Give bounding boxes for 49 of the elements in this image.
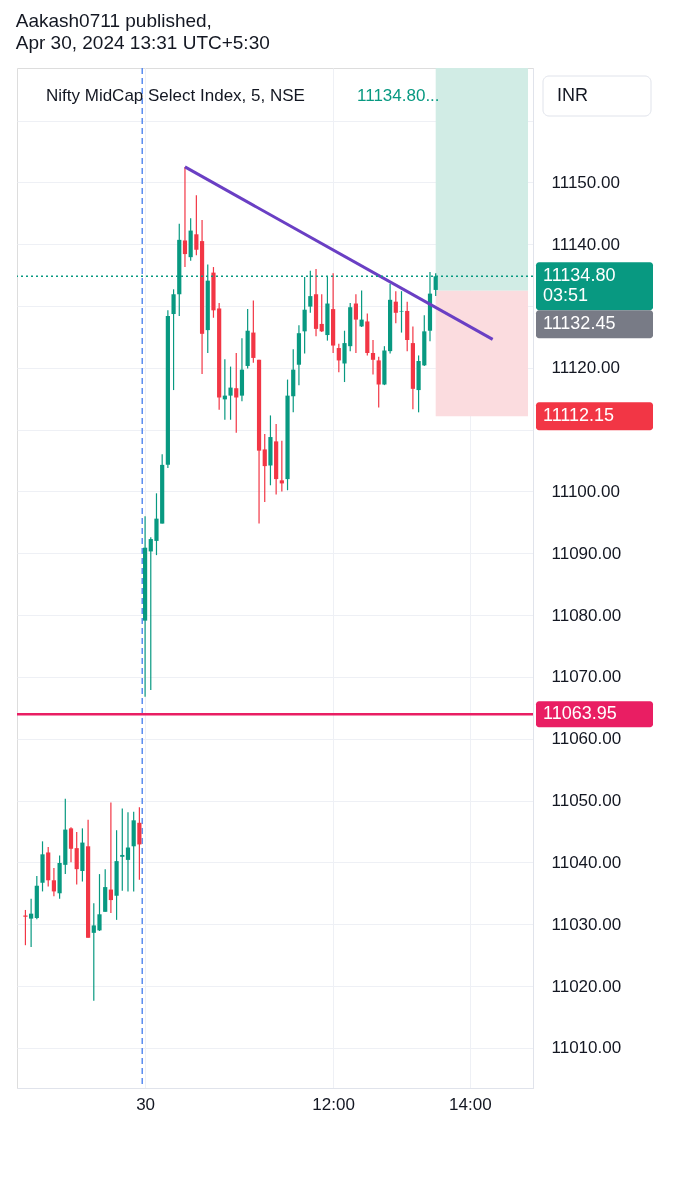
candlestick (108, 801, 113, 914)
candlestick (319, 293, 324, 333)
candlestick (336, 343, 341, 373)
candlestick (137, 806, 142, 881)
candlestick (234, 352, 239, 434)
candlestick (262, 433, 267, 503)
candlestick (125, 811, 131, 893)
y-tick-label: 11040.00 (551, 852, 622, 872)
candlestick (302, 276, 307, 355)
candlestick (29, 898, 34, 948)
candlestick (120, 807, 125, 892)
text: 03:51 (543, 285, 589, 306)
candlestick (353, 293, 359, 354)
y-tick-label: 11070.00 (551, 667, 622, 687)
y-tick-label: 11060.00 (551, 729, 622, 749)
ref-line-label: 11134.80 (543, 265, 616, 286)
x-tick-label: 14:00 (449, 1094, 492, 1114)
candlestick (171, 288, 176, 391)
y-tick-label: 11080.00 (551, 605, 622, 625)
candlestick (194, 194, 199, 256)
y-tick-label: 11010.00 (551, 1038, 622, 1058)
y-tick-label: 11120.00 (551, 358, 620, 378)
candlestick (370, 339, 376, 376)
y-tick-label: 11100.00 (551, 481, 620, 501)
candlestick (279, 440, 284, 493)
candlestick (74, 831, 79, 886)
candlestick (23, 909, 28, 946)
candlestick (399, 290, 404, 334)
candlestick (68, 826, 74, 863)
y-tick-label: 11150.00 (551, 172, 620, 192)
text: 11112.15 (543, 405, 615, 426)
x-tick-label: 30 (136, 1094, 156, 1114)
chart-subtitle: Apr 30, 2024 13:31 UTC+5:30 (15, 32, 270, 54)
candlestick (393, 290, 398, 324)
y-tick-label: 11030.00 (551, 914, 622, 934)
y-tick-label: 11140.00 (551, 234, 620, 254)
annotation: 11134.80... (357, 86, 440, 105)
y-tick-label: 11090.00 (551, 543, 622, 563)
text: 11132.45 (543, 313, 616, 334)
ref-line-label: 11063.95 (543, 703, 617, 724)
x-tick-label: 12:00 (312, 1094, 355, 1114)
candlestick (51, 867, 57, 897)
y-tick-label: 11050.00 (551, 791, 622, 811)
chart-title: Aakash0711 published, (15, 10, 212, 32)
annotation: Nifty MidCap Select Index, 5, NSE (46, 86, 305, 105)
candlestick (228, 365, 233, 421)
text: INR (557, 85, 588, 105)
y-tick-label: 11020.00 (551, 976, 622, 996)
candlestick (182, 166, 188, 268)
